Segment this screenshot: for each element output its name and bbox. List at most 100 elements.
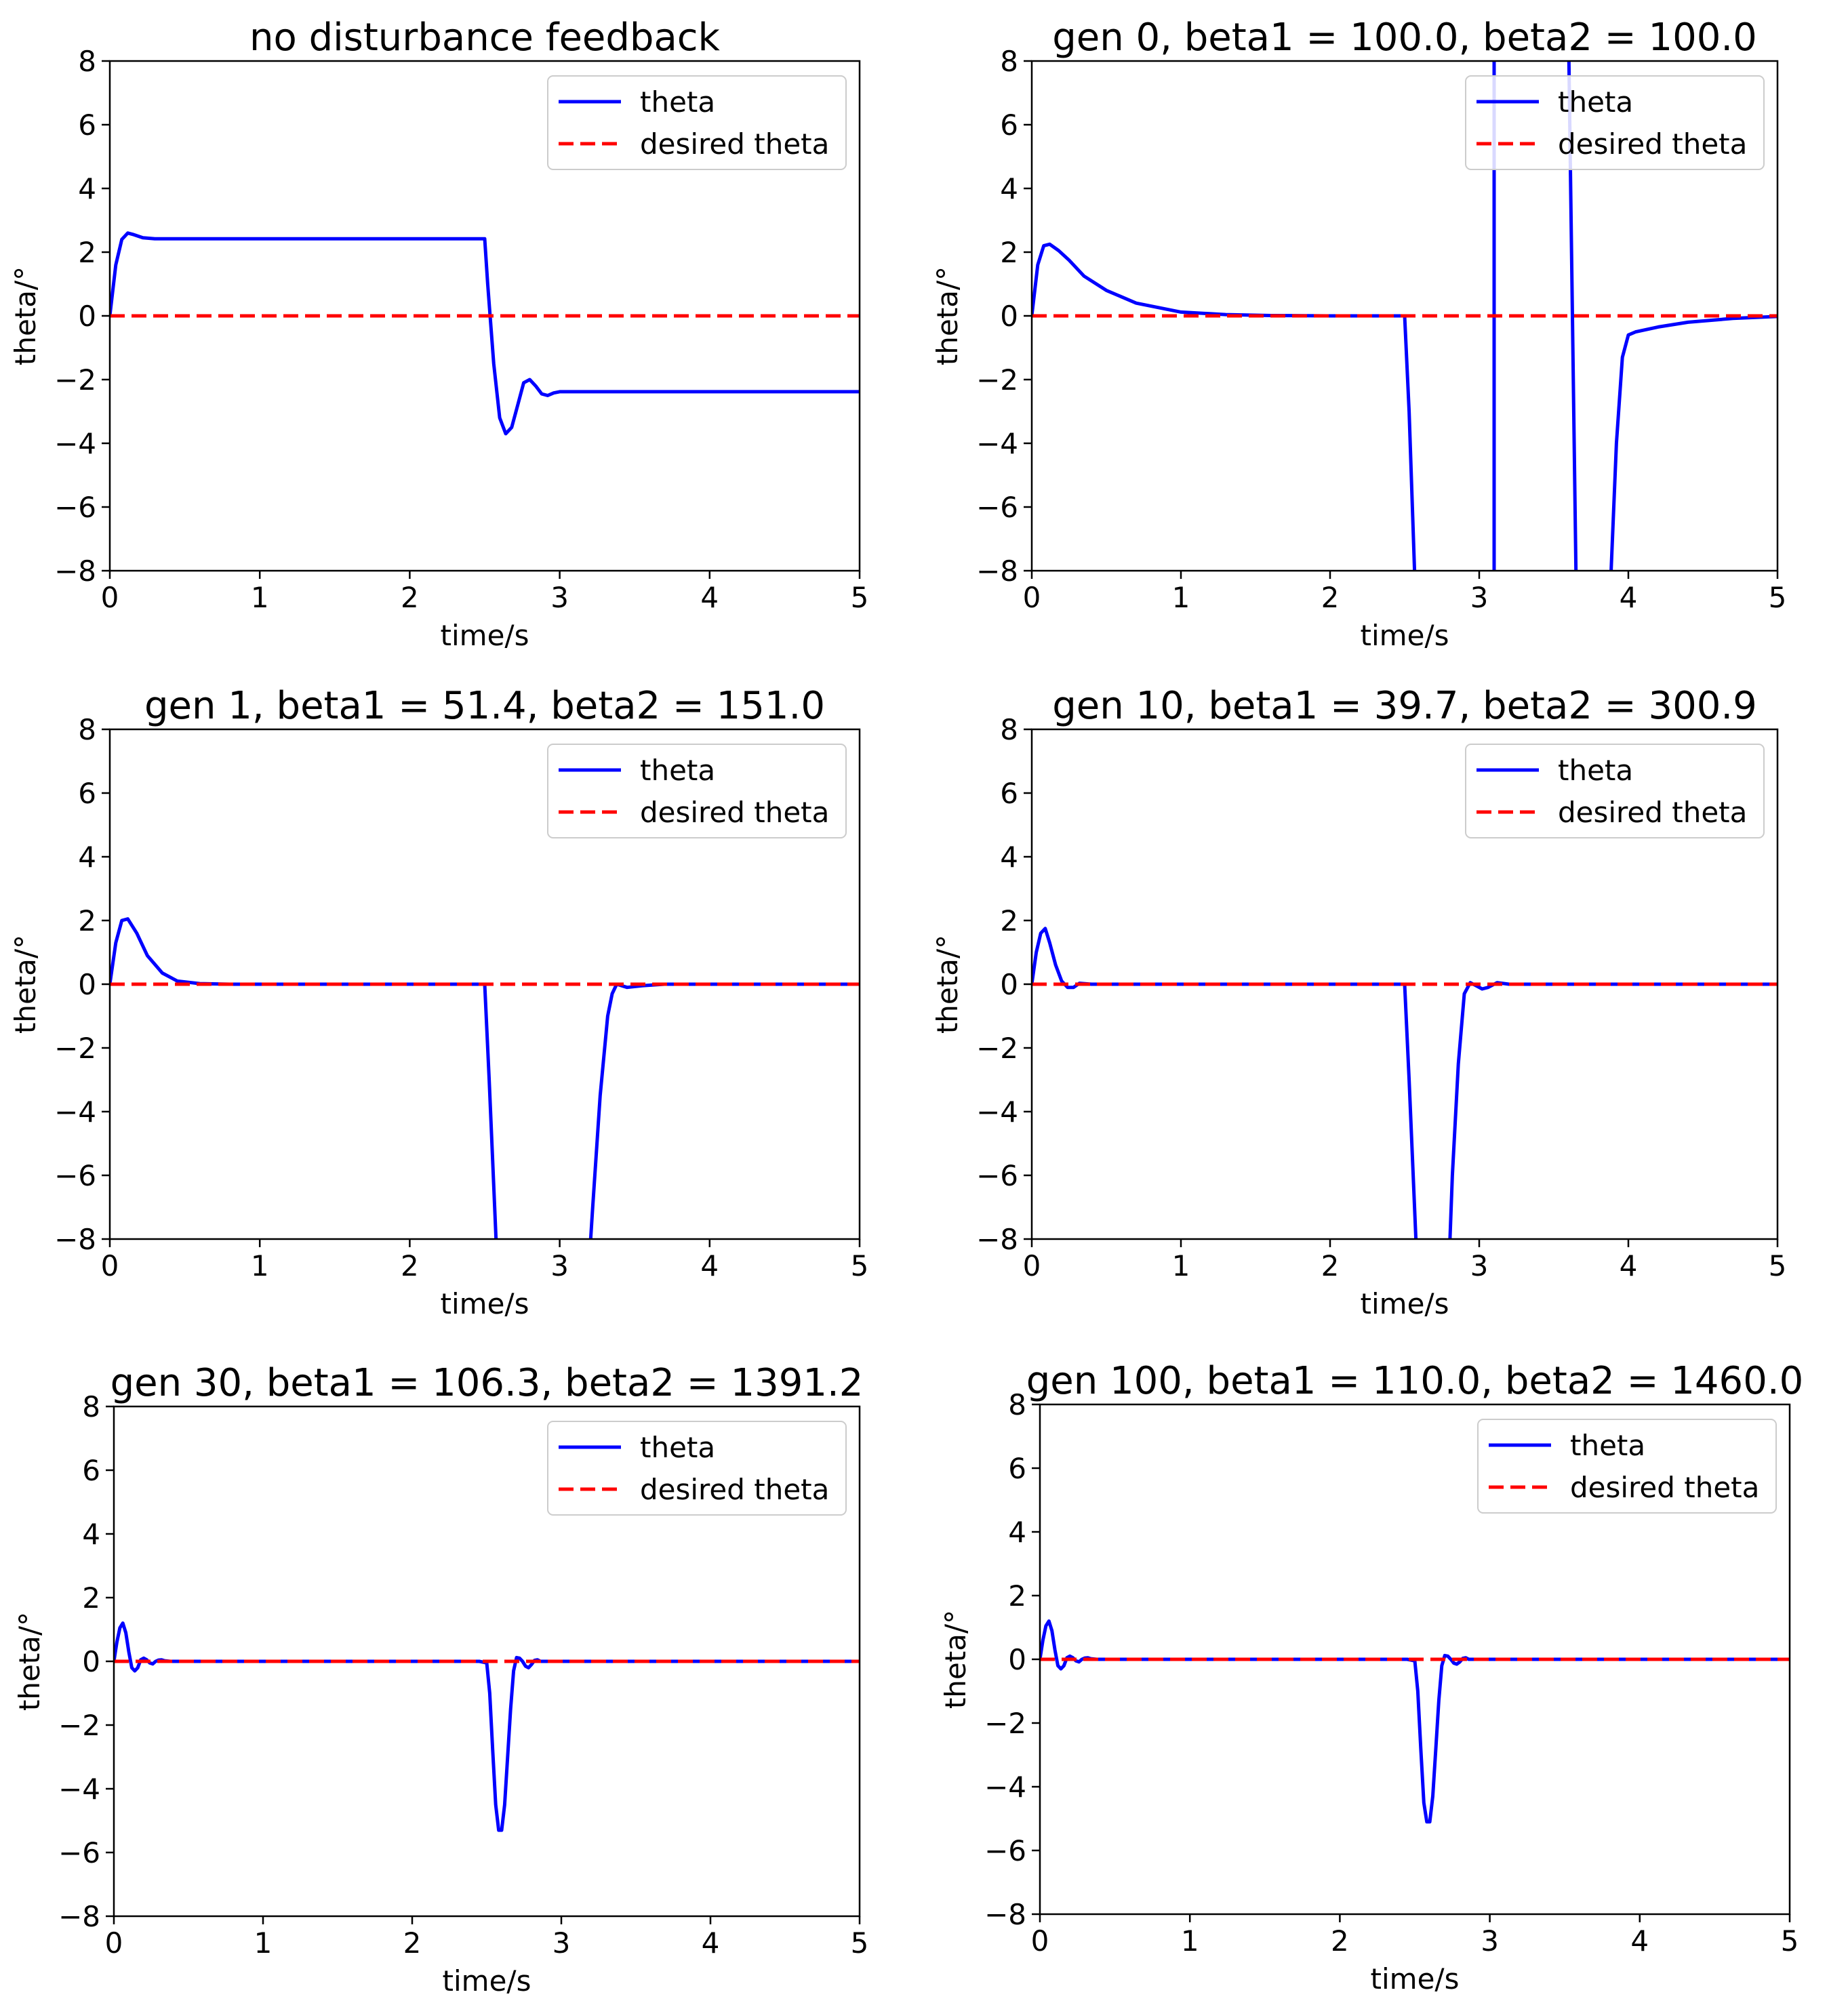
y-axis-label: theta/° [13, 1612, 46, 1711]
x-tick-label: 2 [401, 1249, 419, 1282]
y-tick-label: 6 [1000, 777, 1018, 810]
y-tick-label: 2 [82, 1581, 100, 1615]
x-tick-label: 2 [1321, 581, 1340, 614]
chart-panel-5: 0 1 2 3 4 5 8 6 4 2 0 −2 −4 −6 −8 gen 30, beta1 = 106.3… [13, 1361, 868, 1998]
legend: theta desired theta [547, 1421, 847, 1516]
x-tick-label: 5 [1769, 1249, 1787, 1282]
y-tick-label: 2 [78, 904, 96, 937]
y-tick-label: 6 [78, 777, 96, 810]
chart-title: no disturbance feedback [249, 16, 721, 60]
legend-entry-label: theta [1558, 754, 1633, 787]
y-tick-label: −4 [976, 1095, 1018, 1129]
theta-line [110, 917, 860, 1239]
y-tick-label: 4 [82, 1518, 100, 1551]
x-tick-label: 1 [1172, 581, 1190, 614]
y-tick-label: −2 [976, 363, 1018, 397]
x-tick-label: 3 [550, 1249, 569, 1282]
legend-entry-label: desired theta [640, 796, 829, 829]
y-tick-label: −8 [976, 554, 1018, 588]
y-tick-label: −4 [976, 427, 1018, 460]
y-tick-label: 4 [78, 841, 96, 874]
x-tick-label: 1 [251, 1249, 269, 1282]
y-tick-label: −8 [54, 1223, 96, 1256]
legend-entry-label: desired theta [640, 1473, 829, 1506]
y-tick-label: −6 [58, 1836, 100, 1869]
x-tick-label: 2 [1331, 1924, 1349, 1958]
legend-box [1465, 75, 1765, 170]
legend: theta desired theta [1477, 1419, 1777, 1514]
legend-box [547, 75, 847, 170]
y-tick-label: 2 [78, 236, 96, 269]
x-tick-label: 5 [1781, 1924, 1799, 1958]
y-axis-label: theta/° [9, 935, 42, 1034]
y-tick-label: 0 [1000, 300, 1018, 333]
x-tick-label: 1 [251, 581, 269, 614]
legend: theta desired theta [547, 744, 847, 838]
x-axis-label: time/s [1361, 1287, 1449, 1320]
y-tick-label: 4 [1000, 172, 1018, 205]
legend-entry-label: desired theta [1558, 796, 1747, 829]
y-tick-label: 4 [78, 172, 96, 205]
y-tick-label: 0 [78, 968, 96, 1001]
y-tick-label: −4 [54, 1095, 96, 1129]
theta-line [110, 231, 860, 436]
x-axis-label: time/s [1371, 1962, 1460, 1996]
x-tick-label: 4 [702, 1926, 720, 1960]
chart-title: gen 0, beta1 = 100.0, beta2 = 100.0 [1052, 16, 1757, 60]
y-tick-label: −2 [984, 1707, 1026, 1740]
x-tick-label: 2 [403, 1926, 422, 1960]
x-tick-label: 4 [1630, 1924, 1649, 1958]
x-tick-label: 2 [401, 581, 419, 614]
legend: theta desired theta [1465, 744, 1765, 838]
x-axis-label: time/s [443, 1964, 531, 1998]
x-tick-label: 3 [1470, 1249, 1489, 1282]
y-tick-label: −2 [976, 1032, 1018, 1065]
x-tick-label: 4 [1620, 581, 1638, 614]
y-tick-label: −8 [54, 554, 96, 588]
chart-panel-3: 0 1 2 3 4 5 8 6 4 2 0 −2 −4 −6 −8 gen 1, beta1 = 51.4, … [9, 684, 868, 1320]
y-tick-label: 6 [82, 1454, 100, 1487]
x-tick-label: 0 [1031, 1924, 1049, 1958]
y-tick-label: −6 [54, 1159, 96, 1192]
x-tick-label: 5 [1769, 581, 1787, 614]
y-tick-label: −2 [58, 1709, 100, 1742]
theta-line [114, 1621, 860, 1832]
y-tick-label: 2 [1008, 1579, 1026, 1613]
y-tick-label: −4 [58, 1773, 100, 1806]
chart-title: gen 30, beta1 = 106.3, beta2 = 1391.2 [111, 1361, 864, 1405]
x-tick-label: 1 [1181, 1924, 1199, 1958]
x-axis-label: time/s [441, 1287, 529, 1320]
y-tick-label: −6 [54, 491, 96, 524]
legend-box [547, 744, 847, 838]
legend-entry-label: theta [640, 1431, 715, 1464]
y-tick-label: −2 [54, 1032, 96, 1065]
legend-entry-label: theta [1570, 1429, 1645, 1462]
legend: theta desired theta [1465, 75, 1765, 170]
y-axis-label: theta/° [939, 1610, 972, 1709]
y-tick-label: 4 [1008, 1516, 1026, 1549]
y-axis-label: theta/° [931, 266, 964, 365]
y-tick-label: −6 [976, 491, 1018, 524]
y-tick-label: 8 [1008, 1388, 1026, 1421]
y-tick-label: 2 [1000, 236, 1018, 269]
x-tick-label: 3 [1481, 1924, 1499, 1958]
x-tick-label: 5 [851, 1249, 869, 1282]
x-tick-label: 4 [700, 1249, 719, 1282]
y-tick-label: 6 [1008, 1452, 1026, 1485]
legend-entry-label: theta [640, 754, 715, 787]
x-tick-label: 3 [550, 581, 569, 614]
legend: theta desired theta [547, 75, 847, 170]
legend-box [1465, 744, 1765, 838]
y-tick-label: 6 [1000, 108, 1018, 142]
x-tick-label: 4 [1620, 1249, 1638, 1282]
legend-entry-label: desired theta [1570, 1471, 1759, 1504]
y-tick-label: −6 [976, 1159, 1018, 1192]
y-tick-label: 4 [1000, 841, 1018, 874]
y-tick-label: 8 [78, 45, 96, 78]
theta-line [1032, 61, 1777, 571]
x-tick-label: 3 [1470, 581, 1489, 614]
x-tick-label: 1 [254, 1926, 273, 1960]
y-tick-label: 0 [82, 1645, 100, 1678]
legend-box [547, 1421, 847, 1516]
